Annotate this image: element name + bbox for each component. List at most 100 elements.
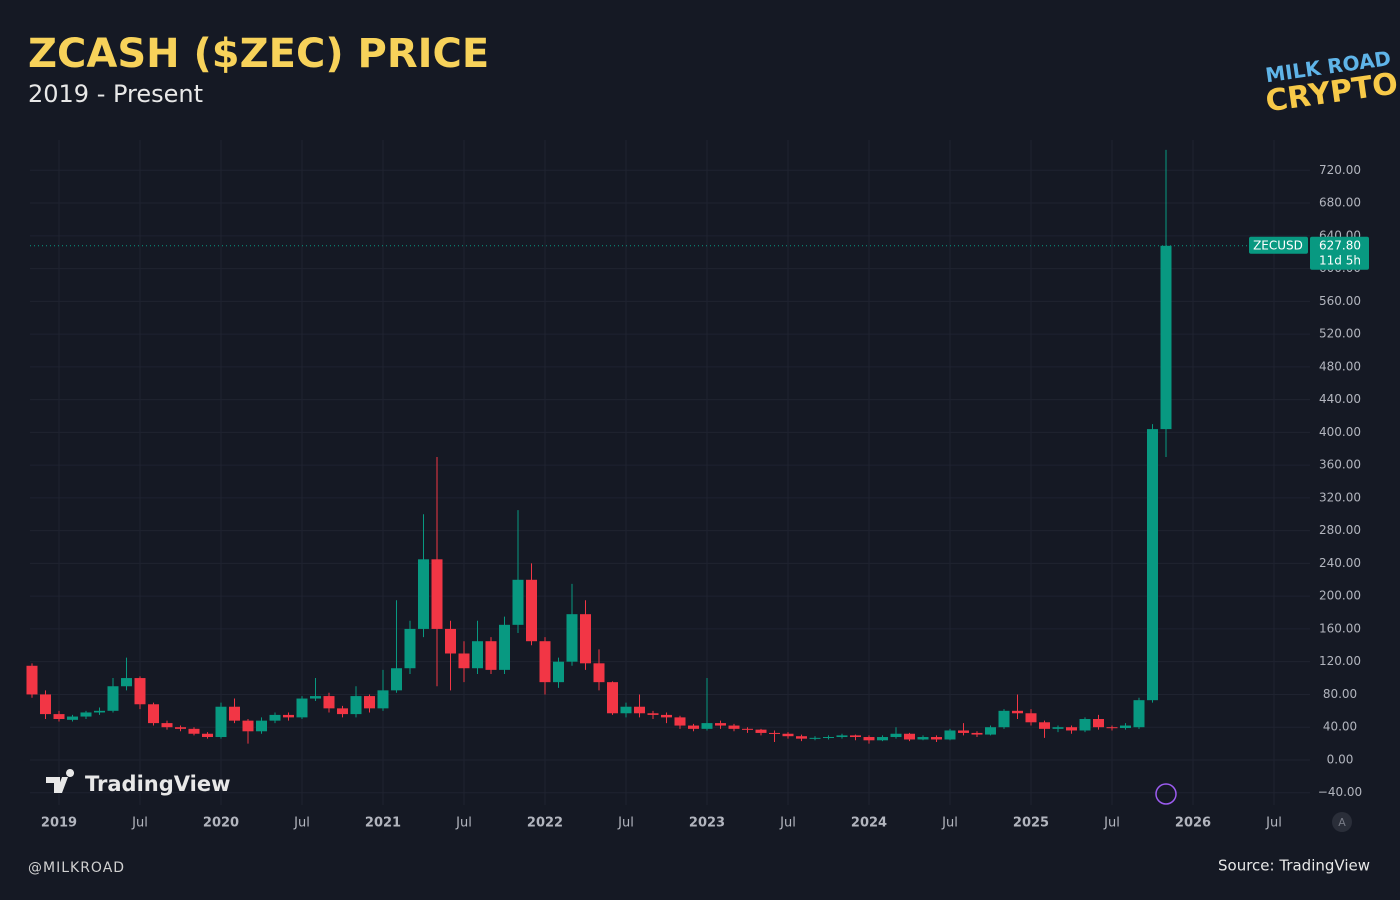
candle-body (1012, 710, 1023, 714)
candle-body (94, 710, 105, 713)
candle-body (1052, 727, 1064, 729)
candle-body (40, 694, 51, 715)
y-tick-label: 200.00 (1319, 589, 1361, 603)
candle-body (917, 737, 929, 740)
y-tick-label: −40.00 (1318, 785, 1362, 799)
chart-title: ZCASH ($ZEC) PRICE (28, 31, 489, 77)
candle-body (971, 732, 983, 735)
candle-body (877, 737, 888, 741)
candle-body (1093, 719, 1104, 728)
price-label: 627.80 (1319, 238, 1361, 252)
candle-body (985, 727, 996, 735)
candle-body (863, 737, 875, 741)
y-tick-label: 520.00 (1319, 327, 1361, 341)
candle-body (1160, 245, 1172, 430)
candle-body (242, 720, 254, 732)
chart-subtitle: 2019 - Present (28, 80, 203, 108)
candle-body (1025, 713, 1037, 723)
candle-body (229, 706, 240, 721)
x-tick-label: Jul (455, 816, 472, 831)
candle-body (310, 696, 321, 699)
candle-body (175, 727, 186, 729)
candle-body (364, 696, 375, 709)
x-tick-label: 2020 (203, 816, 239, 831)
symbol-label: ZECUSD (1253, 238, 1303, 252)
candle-body (283, 714, 294, 718)
candle-body (418, 559, 429, 629)
candle-body (391, 668, 402, 691)
price-box (1310, 236, 1369, 270)
candle-body (26, 665, 38, 695)
x-tick-label: Jul (1265, 816, 1282, 831)
auto-button-label[interactable]: A (1338, 816, 1346, 829)
candle-body (904, 733, 915, 740)
candle-body (688, 725, 699, 729)
countdown-label: 11d 5h (1319, 253, 1361, 267)
candle-body (377, 690, 389, 709)
candle-body (607, 682, 618, 714)
x-tick-label: 2022 (527, 816, 563, 831)
x-tick-label: 2019 (41, 816, 77, 831)
candle-body (1147, 429, 1158, 701)
candle-body (337, 708, 348, 715)
candle-body (796, 736, 807, 739)
candle-body (782, 733, 794, 737)
candle-body (134, 678, 146, 705)
y-tick-label: 320.00 (1319, 490, 1361, 504)
y-tick-label: 0.00 (1327, 752, 1354, 766)
candle-body (836, 735, 848, 738)
y-tick-label: 280.00 (1319, 523, 1361, 537)
y-tick-label: 120.00 (1319, 654, 1361, 668)
watermark: TradingView (85, 772, 230, 796)
candle-body (445, 628, 456, 654)
candle-body (998, 710, 1010, 728)
candle-body (404, 628, 416, 669)
candle-body (620, 706, 632, 714)
candle-body (715, 723, 726, 726)
candle-body (485, 641, 497, 670)
x-tick-label: Jul (779, 816, 796, 831)
candle-body (323, 696, 335, 709)
auto-button[interactable] (1332, 812, 1352, 832)
candle-body (769, 732, 780, 734)
y-tick-label: 440.00 (1319, 392, 1361, 406)
candle-body (80, 712, 92, 717)
footer-right: Source: TradingView (1218, 857, 1370, 875)
candle-body (202, 733, 213, 738)
candle-body (944, 730, 956, 740)
candle-body (931, 737, 942, 740)
candle-body (661, 714, 672, 718)
flash-icon[interactable] (1155, 783, 1177, 805)
candle-body (526, 579, 537, 642)
candle-body (823, 737, 834, 739)
x-tick-label: Jul (941, 816, 958, 831)
candle-body (215, 706, 227, 738)
candle-body (161, 723, 173, 728)
y-tick-label: 40.00 (1323, 720, 1357, 734)
y-tick-label: 400.00 (1319, 425, 1361, 439)
candles (26, 149, 1310, 744)
grid (30, 140, 1310, 805)
candle-body (634, 706, 645, 714)
candle-body (188, 728, 200, 734)
candle-body (269, 714, 281, 721)
x-tick-label: Jul (617, 816, 634, 831)
y-tick-label: 720.00 (1319, 163, 1361, 177)
candle-body (728, 725, 740, 729)
y-tick-label: 160.00 (1319, 621, 1361, 635)
x-tick-label: Jul (1103, 816, 1120, 831)
x-tick-label: 2025 (1013, 816, 1049, 831)
candle-body (121, 678, 132, 687)
footer-left: @MILKROAD (28, 860, 125, 876)
candle-body (593, 663, 605, 683)
y-tick-label: 240.00 (1319, 556, 1361, 570)
candle-body (67, 716, 78, 720)
candle-body (1039, 722, 1050, 729)
candle-body (1133, 700, 1145, 728)
candle-body (647, 713, 659, 715)
x-tick-label: 2021 (365, 816, 401, 831)
candle-body (512, 579, 524, 625)
y-tick-label: 480.00 (1319, 359, 1361, 373)
